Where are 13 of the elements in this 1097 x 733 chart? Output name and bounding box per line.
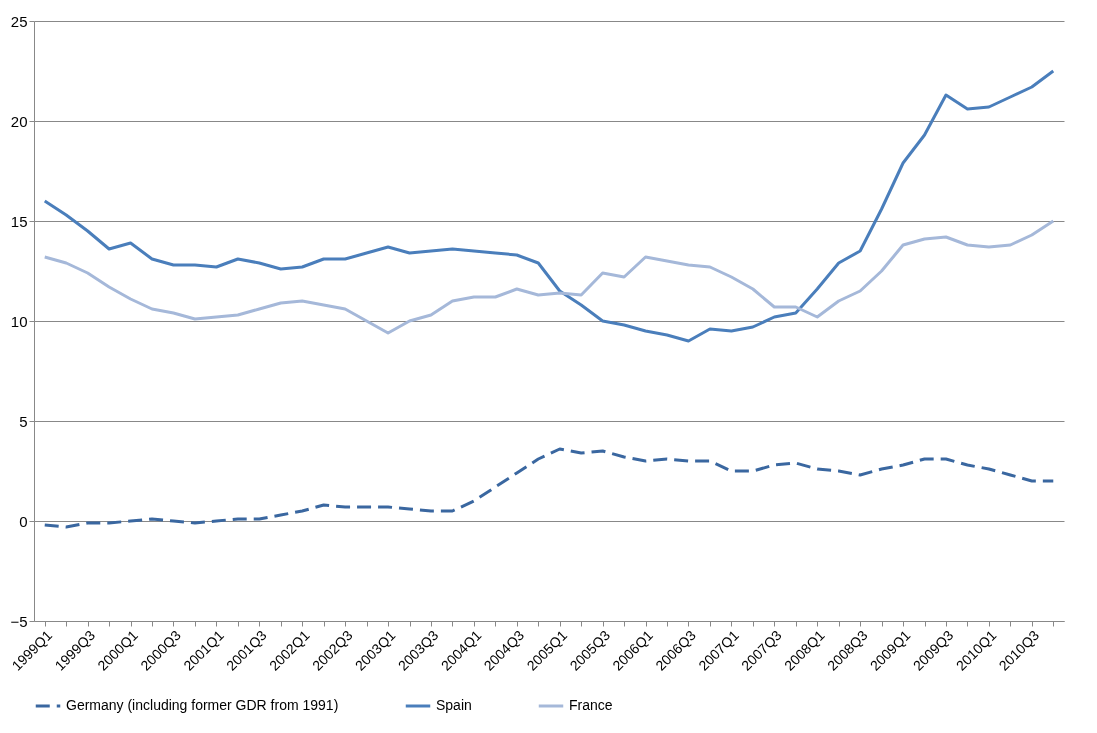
legend-label: Germany (including former GDR from 1991) — [66, 697, 339, 713]
y-tick-label: 15 — [10, 212, 28, 230]
line-series — [43, 219, 1055, 335]
y-tick-label: 20 — [10, 112, 28, 130]
y-tick-label: 25 — [10, 12, 28, 30]
line-series — [43, 447, 1055, 529]
y-tick-label: −5 — [10, 612, 28, 630]
legend-label: France — [569, 697, 613, 713]
y-tick-label: 0 — [19, 512, 28, 530]
line-series — [43, 69, 1055, 343]
y-tick-label: 10 — [10, 312, 28, 330]
legend-label: Spain — [436, 697, 472, 713]
y-tick-label: 5 — [19, 412, 28, 430]
